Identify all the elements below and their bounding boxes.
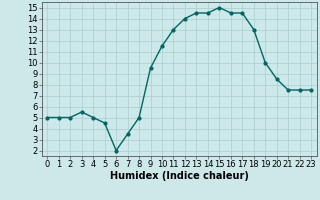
X-axis label: Humidex (Indice chaleur): Humidex (Indice chaleur) — [110, 171, 249, 181]
